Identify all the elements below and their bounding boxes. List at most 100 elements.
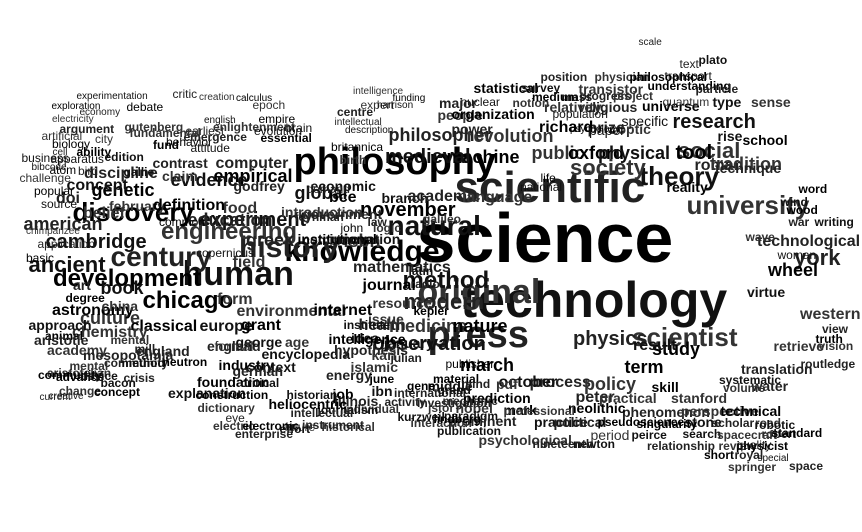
cloud-word: gene: [407, 380, 435, 392]
cloud-word: virtue: [747, 285, 785, 299]
cloud-word: special: [758, 454, 789, 464]
cloud-word: routledge: [801, 358, 856, 370]
cloud-word: device: [81, 370, 118, 382]
cloud-word: wave: [746, 231, 775, 243]
cloud-word: quality: [737, 439, 772, 451]
cloud-word: reality: [667, 180, 708, 194]
cloud-word: bibcode: [32, 163, 67, 173]
cloud-word: bird: [78, 165, 98, 177]
cloud-word: historian: [287, 389, 338, 401]
cloud-word: national: [520, 181, 562, 193]
cloud-word: intelligence: [353, 87, 403, 97]
cloud-word: application: [38, 238, 95, 250]
cloud-word: experimentation: [77, 92, 148, 102]
cloud-word: specific: [622, 114, 669, 128]
cloud-word: intelligence: [329, 332, 406, 346]
cloud-word: power: [452, 122, 493, 136]
cloud-word: skill: [652, 380, 679, 394]
cloud-word: radio: [411, 278, 440, 290]
cloud-word: crisis: [124, 372, 155, 384]
cloud-word: neolithic: [568, 401, 626, 415]
cloud-word: physical: [598, 144, 670, 162]
cloud-word: nature: [453, 317, 508, 335]
cloud-word: war: [789, 216, 810, 228]
cloud-word: edition: [105, 151, 144, 163]
cloud-word: journal: [363, 278, 416, 294]
cloud-word: method: [122, 357, 165, 369]
cloud-word: short: [704, 449, 734, 461]
cloud-word: publisher: [446, 358, 495, 370]
cloud-word: mathematics: [353, 260, 451, 276]
cloud-word: position: [541, 71, 588, 83]
cloud-word: major: [439, 96, 477, 110]
cloud-word: critical: [241, 377, 280, 389]
cloud-word: volume: [723, 382, 765, 394]
cloud-word: transistor: [579, 82, 644, 96]
cloud-word: western: [800, 307, 860, 323]
cloud-word: plato: [699, 54, 728, 66]
cloud-word: complex: [303, 233, 355, 247]
cloud-word: popular: [34, 185, 74, 197]
cloud-word: food: [223, 201, 258, 217]
cloud-word: age: [285, 335, 309, 349]
cloud-word: institute: [344, 319, 391, 331]
cloud-word: population: [553, 108, 608, 120]
cloud-word: basic: [26, 252, 54, 264]
cloud-word: nineteenth: [533, 438, 594, 450]
cloud-word: current: [40, 393, 71, 403]
cloud-word: pdf: [496, 377, 518, 391]
cloud-word: feynman: [295, 211, 344, 223]
cloud-word: fund: [153, 139, 179, 151]
cloud-word: neutron: [163, 356, 208, 368]
cloud-word: claim: [162, 169, 198, 183]
cloud-word: mill: [135, 343, 156, 355]
cloud-word: demand: [307, 183, 350, 195]
cloud-word: technique: [715, 161, 781, 175]
cloud-word: writing: [815, 216, 854, 228]
cloud-word: concept: [94, 386, 140, 398]
cloud-word: result: [633, 338, 677, 354]
cloud-word: harrison: [377, 101, 413, 111]
cloud-word: grant: [241, 318, 281, 334]
cloud-word: enterprise: [235, 428, 293, 440]
cloud-word: text: [680, 58, 699, 70]
cloud-word: birth: [340, 154, 367, 166]
cloud-word: definition: [153, 198, 225, 214]
cloud-word: john: [341, 222, 364, 234]
cloud-word: medieval: [385, 147, 471, 167]
cloud-word: psychology: [570, 125, 620, 135]
cloud-word: creation: [199, 93, 235, 103]
cloud-word: english: [204, 116, 236, 126]
cloud-word: formal: [215, 339, 254, 353]
cloud-word: internet: [314, 303, 373, 319]
cloud-word: kurzweil: [398, 411, 445, 423]
cloud-word: gallie: [124, 166, 155, 178]
cloud-word: scale: [639, 38, 662, 48]
cloud-word: logic: [373, 222, 401, 234]
cloud-word: gutenberg: [125, 121, 184, 133]
cloud-word: wind: [781, 196, 808, 208]
cloud-word: research: [673, 112, 756, 132]
cloud-word: woman: [778, 249, 817, 261]
cloud-word: chimpanzee: [26, 227, 80, 237]
cloud-word: calculus: [236, 94, 272, 104]
cloud-word: electricity: [52, 115, 94, 125]
cloud-word: view: [822, 323, 848, 335]
cloud-word: rise: [718, 129, 743, 143]
cloud-word: book: [101, 279, 144, 297]
cloud-word: quantum: [663, 96, 710, 108]
cloud-word: art: [73, 278, 91, 292]
cloud-word: source: [41, 198, 77, 210]
cloud-word: britannica: [331, 141, 383, 153]
cloud-word: approach: [29, 318, 92, 332]
cloud-word: city: [95, 133, 113, 145]
cloud-word: grand: [438, 384, 471, 396]
cloud-word: construction: [196, 389, 269, 401]
cloud-word: debate: [127, 101, 164, 113]
cloud-word: vision: [819, 340, 854, 352]
cloud-word: cell: [53, 148, 68, 158]
cloud-word: godfrey: [234, 179, 285, 193]
cloud-word: professional: [504, 405, 575, 417]
cloud-word: energy: [326, 368, 372, 382]
